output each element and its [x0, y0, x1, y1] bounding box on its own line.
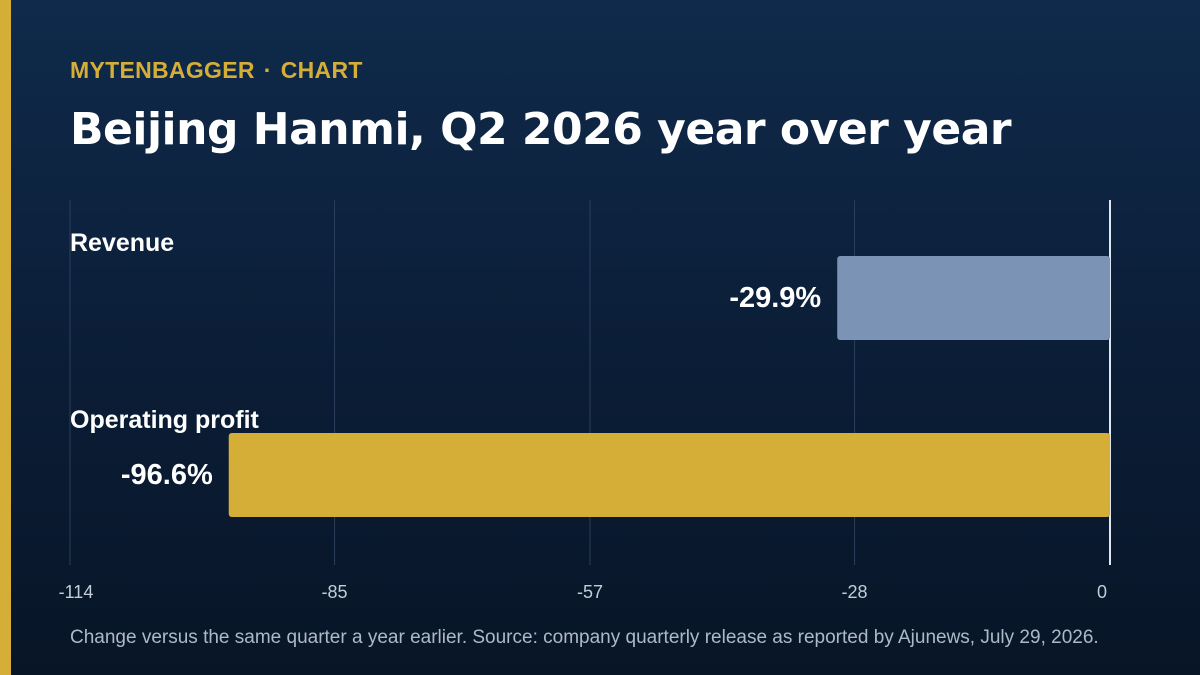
x-tick-label: -85 — [322, 582, 348, 602]
bar-operating-profit — [228, 433, 1111, 517]
labels: Revenue -29.9% Operating profit -96.6% — [70, 229, 821, 491]
brand-name: MYTENBAGGER — [70, 57, 255, 83]
chart-title: Beijing Hanmi, Q2 2026 year over year — [70, 104, 1012, 155]
kicker: MYTENBAGGER · CHART — [70, 57, 363, 84]
kicker-separator: · — [263, 57, 272, 83]
x-tick-label: -57 — [577, 582, 603, 602]
value-label: -29.9% — [729, 282, 821, 314]
x-tick-label: -114 — [59, 582, 94, 602]
footnote: Change versus the same quarter a year ea… — [70, 627, 1099, 648]
category-label: Operating profit — [70, 406, 260, 434]
x-tick-label: -28 — [842, 582, 868, 602]
section-name: CHART — [280, 57, 363, 83]
value-label: -96.6% — [121, 459, 213, 491]
category-label: Revenue — [70, 229, 174, 257]
accent-bar — [0, 0, 11, 675]
bar-revenue — [837, 256, 1110, 340]
x-tick-label: 0 — [1097, 582, 1107, 602]
x-axis-ticks: -114 -85 -57 -28 0 — [59, 582, 1107, 602]
bars — [228, 256, 1111, 517]
